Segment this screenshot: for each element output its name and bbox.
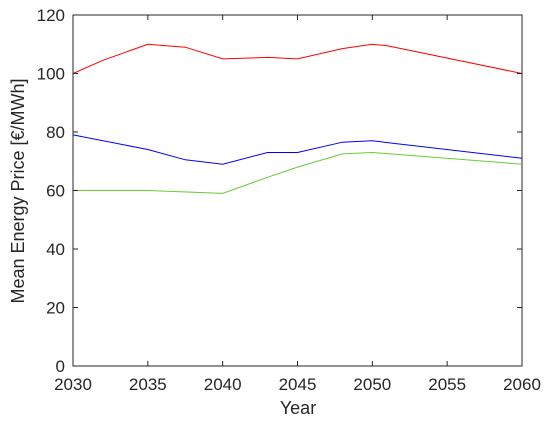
y-tick-label: 120 xyxy=(37,6,65,25)
y-tick-label: 80 xyxy=(46,123,65,142)
x-tick-label: 2055 xyxy=(428,375,466,394)
series-layer xyxy=(72,43,523,194)
series-line-3 xyxy=(73,151,523,194)
y-tick-label: 0 xyxy=(56,357,65,376)
x-tick-label: 2050 xyxy=(353,375,391,394)
series-line-1 xyxy=(72,43,523,74)
x-tick-label: 2030 xyxy=(54,375,92,394)
x-tick-label: 2035 xyxy=(129,375,167,394)
x-axis-label: Year xyxy=(280,398,316,418)
y-tick-label: 40 xyxy=(46,240,65,259)
y-axis-label: Mean Energy Price [€/MWh] xyxy=(8,78,28,303)
y-axis-ticks: 0 20 40 60 80 100 120 xyxy=(37,6,522,376)
y-tick-label: 20 xyxy=(46,299,65,318)
x-tick-label: 2040 xyxy=(204,375,242,394)
y-tick-label: 60 xyxy=(46,182,65,201)
x-axis-ticks: 2030 2035 2040 2045 2050 2055 2060 xyxy=(54,15,541,394)
y-tick-label: 100 xyxy=(37,65,65,84)
plot-area: 2030 2035 2040 2045 2050 2055 2060 02040608010… xyxy=(37,6,541,394)
series-line-2 xyxy=(72,134,523,165)
x-tick-label: 2060 xyxy=(503,375,541,394)
x-tick-label: 2045 xyxy=(279,375,317,394)
